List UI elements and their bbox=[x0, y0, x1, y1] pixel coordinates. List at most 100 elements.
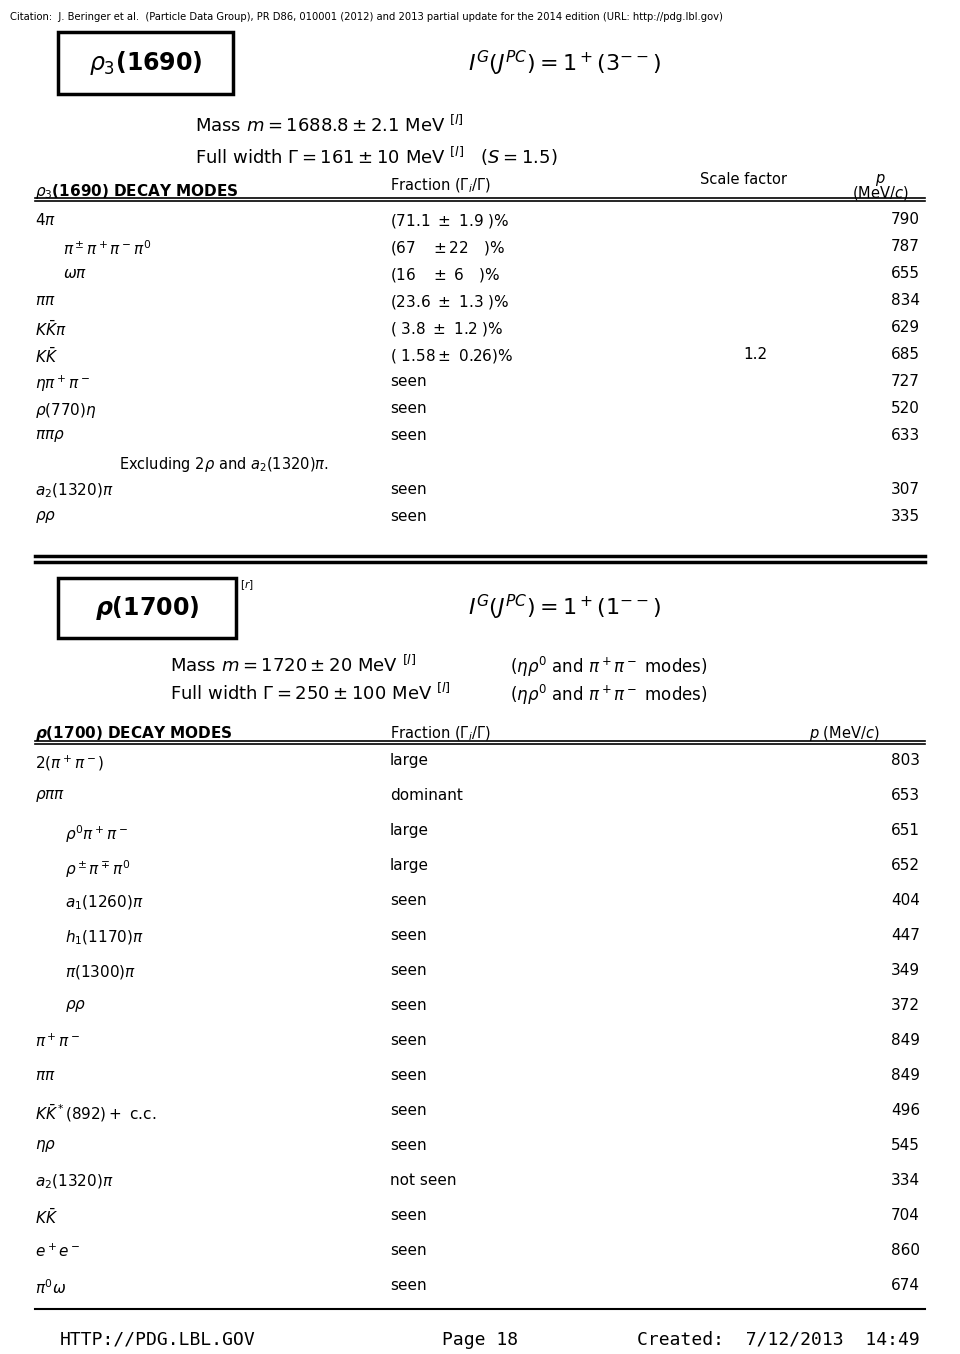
Text: $K\bar{K}\pi$: $K\bar{K}\pi$ bbox=[35, 320, 66, 338]
Text: $(67\quad \pm 22\quad)\%$: $(67\quad \pm 22\quad)\%$ bbox=[390, 238, 505, 257]
Text: 655: 655 bbox=[891, 265, 920, 280]
Text: $\rho\rho$: $\rho\rho$ bbox=[65, 998, 86, 1014]
Text: large: large bbox=[390, 858, 429, 873]
Text: 372: 372 bbox=[891, 998, 920, 1013]
Text: $(71.1\ \pm\ 1.9\ )\%$: $(71.1\ \pm\ 1.9\ )\%$ bbox=[390, 211, 510, 230]
Text: Page 18: Page 18 bbox=[442, 1331, 518, 1349]
Text: $\pi^0\omega$: $\pi^0\omega$ bbox=[35, 1278, 66, 1297]
Bar bbox=[58, 32, 233, 93]
Text: 349: 349 bbox=[891, 963, 920, 978]
Text: seen: seen bbox=[390, 998, 426, 1013]
Text: 803: 803 bbox=[891, 753, 920, 769]
Text: Mass $m = 1688.8 \pm 2.1$ MeV $^{[l]}$: Mass $m = 1688.8 \pm 2.1$ MeV $^{[l]}$ bbox=[195, 115, 464, 137]
Text: 496: 496 bbox=[891, 1104, 920, 1118]
Text: $(16\quad \pm\ 6\quad)\%$: $(16\quad \pm\ 6\quad)\%$ bbox=[390, 265, 500, 284]
Text: $(23.6\ \pm\ 1.3\ )\%$: $(23.6\ \pm\ 1.3\ )\%$ bbox=[390, 292, 510, 311]
Text: 447: 447 bbox=[891, 929, 920, 944]
Text: 685: 685 bbox=[891, 347, 920, 362]
Text: $^{[r]}$: $^{[r]}$ bbox=[240, 582, 254, 597]
Text: seen: seen bbox=[390, 1278, 426, 1293]
Text: seen: seen bbox=[390, 929, 426, 944]
Text: seen: seen bbox=[390, 1068, 426, 1083]
Text: $\pi\pi\rho$: $\pi\pi\rho$ bbox=[35, 428, 65, 444]
Text: Excluding $2\rho$ and $a_2(1320)\pi$.: Excluding $2\rho$ and $a_2(1320)\pi$. bbox=[119, 455, 328, 474]
Text: $\boldsymbol{\rho}\mathbf{(1700)}$: $\boldsymbol{\rho}\mathbf{(1700)}$ bbox=[95, 593, 199, 621]
Text: seen: seen bbox=[390, 1033, 426, 1048]
Text: $a_2(1320)\pi$: $a_2(1320)\pi$ bbox=[35, 1173, 113, 1192]
Text: $e^+e^-$: $e^+e^-$ bbox=[35, 1243, 81, 1261]
Text: $(\eta\rho^0$ and $\pi^+\pi^-$ modes): $(\eta\rho^0$ and $\pi^+\pi^-$ modes) bbox=[510, 654, 708, 678]
Text: Mass $m = 1720 \pm 20$ MeV $^{[l]}$: Mass $m = 1720 \pm 20$ MeV $^{[l]}$ bbox=[170, 654, 417, 676]
Text: 307: 307 bbox=[891, 482, 920, 497]
Text: $p$ (MeV/$c$): $p$ (MeV/$c$) bbox=[809, 724, 880, 743]
Text: $\rho(770)\eta$: $\rho(770)\eta$ bbox=[35, 401, 97, 420]
Text: $K\bar{K}^*(892)+$ c.c.: $K\bar{K}^*(892)+$ c.c. bbox=[35, 1104, 156, 1124]
Text: 787: 787 bbox=[891, 238, 920, 253]
Text: $a_1(1260)\pi$: $a_1(1260)\pi$ bbox=[65, 894, 144, 911]
Text: dominant: dominant bbox=[390, 788, 463, 803]
Text: seen: seen bbox=[390, 401, 426, 416]
Text: seen: seen bbox=[390, 1104, 426, 1118]
Text: seen: seen bbox=[390, 374, 426, 389]
Text: seen: seen bbox=[390, 1208, 426, 1223]
Text: $\rho^\pm\pi^\mp\pi^0$: $\rho^\pm\pi^\mp\pi^0$ bbox=[65, 858, 131, 880]
Text: 849: 849 bbox=[891, 1033, 920, 1048]
Text: $\eta\pi^+\pi^-$: $\eta\pi^+\pi^-$ bbox=[35, 374, 90, 394]
Text: 629: 629 bbox=[891, 320, 920, 334]
Text: $(\ 3.8\ \pm\ 1.2\ )\%$: $(\ 3.8\ \pm\ 1.2\ )\%$ bbox=[390, 320, 503, 337]
Text: $a_2(1320)\pi$: $a_2(1320)\pi$ bbox=[35, 482, 113, 500]
Text: 404: 404 bbox=[891, 894, 920, 909]
Text: large: large bbox=[390, 823, 429, 838]
Text: Full width $\Gamma = 250 \pm 100$ MeV $^{[l]}$: Full width $\Gamma = 250 \pm 100$ MeV $^… bbox=[170, 682, 450, 704]
Text: 727: 727 bbox=[891, 374, 920, 389]
Text: $\pi^\pm\pi^+\pi^-\pi^0$: $\pi^\pm\pi^+\pi^-\pi^0$ bbox=[63, 238, 152, 257]
Text: seen: seen bbox=[390, 482, 426, 497]
Text: (MeV/$c$): (MeV/$c$) bbox=[852, 184, 908, 202]
Text: Scale factor: Scale factor bbox=[700, 172, 787, 187]
Text: 790: 790 bbox=[891, 211, 920, 227]
Text: seen: seen bbox=[390, 1139, 426, 1154]
Text: $\rho^0\pi^+\pi^-$: $\rho^0\pi^+\pi^-$ bbox=[65, 823, 128, 845]
Text: 674: 674 bbox=[891, 1278, 920, 1293]
Text: large: large bbox=[390, 753, 429, 769]
Text: $\rho\rho$: $\rho\rho$ bbox=[35, 509, 57, 524]
Text: $(\ 1.58\pm\ 0.26)\%$: $(\ 1.58\pm\ 0.26)\%$ bbox=[390, 347, 514, 364]
Text: seen: seen bbox=[390, 428, 426, 443]
Text: $h_1(1170)\pi$: $h_1(1170)\pi$ bbox=[65, 929, 144, 946]
Text: $(\eta\rho^0$ and $\pi^+\pi^-$ modes): $(\eta\rho^0$ and $\pi^+\pi^-$ modes) bbox=[510, 682, 708, 707]
Text: 1.2: 1.2 bbox=[743, 347, 767, 362]
Text: 651: 651 bbox=[891, 823, 920, 838]
Text: $I^G(J^{PC}) = 1^+(3^{--})$: $I^G(J^{PC}) = 1^+(3^{--})$ bbox=[468, 49, 661, 77]
Text: $K\bar{K}$: $K\bar{K}$ bbox=[35, 347, 58, 366]
Text: Citation:  J. Beringer et al.  (Particle Data Group), PR D86, 010001 (2012) and : Citation: J. Beringer et al. (Particle D… bbox=[10, 12, 723, 22]
Text: 849: 849 bbox=[891, 1068, 920, 1083]
Text: Fraction $(\Gamma_i/\Gamma)$: Fraction $(\Gamma_i/\Gamma)$ bbox=[390, 724, 491, 743]
Text: 652: 652 bbox=[891, 858, 920, 873]
Text: 704: 704 bbox=[891, 1208, 920, 1223]
Text: $\pi\pi$: $\pi\pi$ bbox=[35, 1068, 56, 1083]
Text: not seen: not seen bbox=[390, 1173, 457, 1187]
Text: HTTP://PDG.LBL.GOV: HTTP://PDG.LBL.GOV bbox=[60, 1331, 255, 1349]
Bar bbox=[58, 578, 236, 638]
Text: seen: seen bbox=[390, 509, 426, 524]
Text: $\boldsymbol{\rho_3}\mathbf{(1690)}$: $\boldsymbol{\rho_3}\mathbf{(1690)}$ bbox=[88, 49, 203, 77]
Text: $I^G(J^{PC}) = 1^+(1^{--})$: $I^G(J^{PC}) = 1^+(1^{--})$ bbox=[468, 593, 661, 621]
Text: $2(\pi^+\pi^-)$: $2(\pi^+\pi^-)$ bbox=[35, 753, 105, 773]
Text: 860: 860 bbox=[891, 1243, 920, 1258]
Text: $\pi(1300)\pi$: $\pi(1300)\pi$ bbox=[65, 963, 136, 982]
Text: $\rho\pi\pi$: $\rho\pi\pi$ bbox=[35, 788, 65, 804]
Text: Fraction $(\Gamma_i/\Gamma)$: Fraction $(\Gamma_i/\Gamma)$ bbox=[390, 177, 491, 195]
Text: 334: 334 bbox=[891, 1173, 920, 1187]
Text: Full width $\Gamma = 161 \pm 10$ MeV $^{[l]}$   $(S = 1.5)$: Full width $\Gamma = 161 \pm 10$ MeV $^{… bbox=[195, 145, 558, 168]
Text: 653: 653 bbox=[891, 788, 920, 803]
Text: seen: seen bbox=[390, 894, 426, 909]
Text: Created:  7/12/2013  14:49: Created: 7/12/2013 14:49 bbox=[637, 1331, 920, 1349]
Text: 335: 335 bbox=[891, 509, 920, 524]
Text: $\omega\pi$: $\omega\pi$ bbox=[63, 265, 87, 280]
Text: 520: 520 bbox=[891, 401, 920, 416]
Text: $4\pi$: $4\pi$ bbox=[35, 211, 56, 227]
Text: 834: 834 bbox=[891, 292, 920, 307]
Text: $K\bar{K}$: $K\bar{K}$ bbox=[35, 1208, 58, 1227]
Text: $\boldsymbol{\rho}\mathbf{(1700)\ DECAY\ MODES}$: $\boldsymbol{\rho}\mathbf{(1700)\ DECAY\… bbox=[35, 724, 232, 743]
Text: $\eta\rho$: $\eta\rho$ bbox=[35, 1139, 57, 1154]
